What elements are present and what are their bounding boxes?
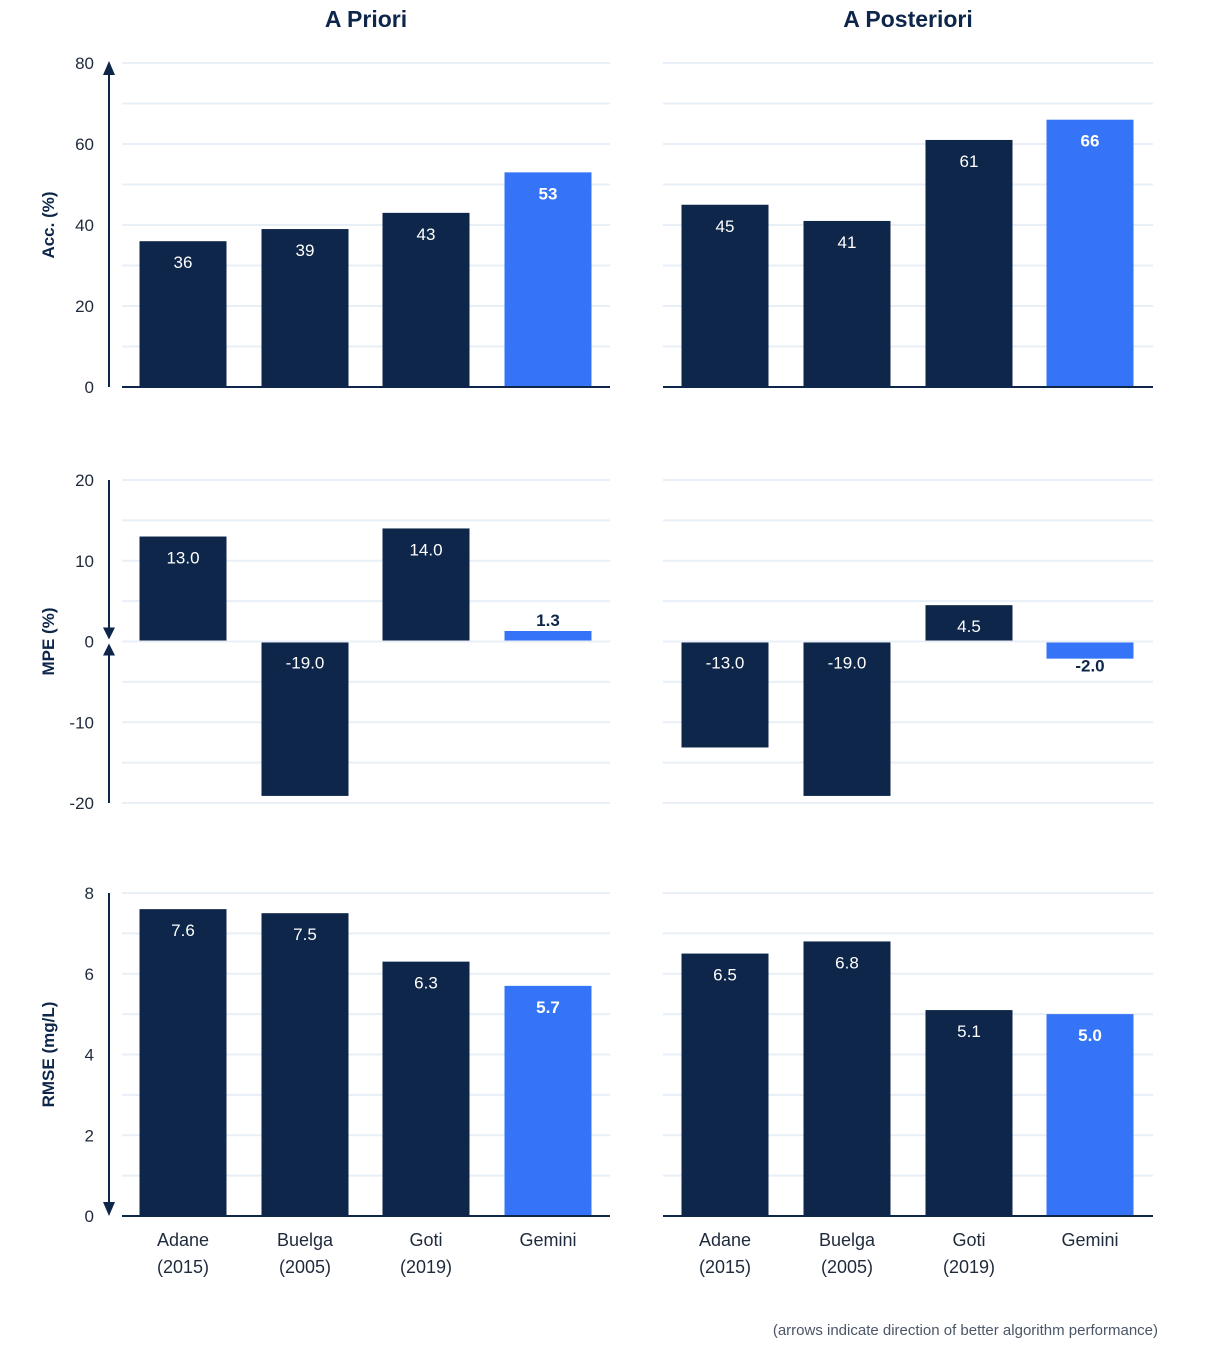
y-tick-label: 20: [75, 471, 94, 490]
bar-adane: [139, 909, 227, 1215]
data-label: 66: [1081, 132, 1100, 151]
y-tick-label: -20: [69, 794, 94, 813]
bar-goti: [382, 528, 470, 641]
y-tick-label: 2: [85, 1126, 94, 1145]
data-label: -13.0: [706, 654, 745, 673]
y-tick-label: 8: [85, 884, 94, 903]
category-label: Goti: [409, 1230, 442, 1250]
data-label: 45: [716, 217, 735, 236]
data-label: 13.0: [166, 549, 199, 568]
data-label: 53: [539, 184, 558, 203]
data-label: 41: [838, 233, 857, 252]
data-label: 6.3: [414, 974, 438, 993]
bar-goti: [382, 961, 470, 1215]
bar-buelga: [261, 642, 349, 796]
data-label: 5.1: [957, 1022, 981, 1041]
column-title-a-priori: A Priori: [325, 6, 407, 32]
bar-adane: [139, 241, 227, 386]
bar-buelga: [261, 229, 349, 386]
bar-gemini: [504, 172, 592, 386]
y-axis-label: RMSE (mg/L): [39, 1002, 58, 1108]
data-label: 1.3: [536, 611, 560, 630]
data-label: 43: [417, 225, 436, 244]
bar-gemini: [1046, 642, 1134, 659]
data-label: -19.0: [828, 654, 867, 673]
bar-goti: [925, 605, 1013, 641]
category-label: Gemini: [519, 1230, 576, 1250]
category-year: (2019): [943, 1257, 995, 1277]
category-label: Gemini: [1061, 1230, 1118, 1250]
data-label: 61: [960, 152, 979, 171]
category-year: (2019): [400, 1257, 452, 1277]
category-label: Adane: [699, 1230, 751, 1250]
category-label: Goti: [952, 1230, 985, 1250]
data-label: 7.5: [293, 925, 317, 944]
bar-adane: [139, 536, 227, 641]
bar-gemini: [504, 985, 592, 1215]
category-year: (2005): [279, 1257, 331, 1277]
y-tick-label: 0: [85, 633, 94, 652]
y-tick-label: 0: [85, 1207, 94, 1226]
data-label: -2.0: [1075, 657, 1104, 676]
y-tick-label: 6: [85, 965, 94, 984]
data-label: 6.5: [713, 966, 737, 985]
category-label: Buelga: [277, 1230, 334, 1250]
category-year: (2015): [157, 1257, 209, 1277]
bar-buelga: [803, 941, 891, 1215]
data-label: 5.7: [536, 998, 560, 1017]
arrow-up-icon: [103, 61, 115, 75]
data-label: -19.0: [286, 654, 325, 673]
category-label: Buelga: [819, 1230, 876, 1250]
footnote: (arrows indicate direction of better alg…: [773, 1322, 1158, 1339]
data-label: 36: [174, 253, 193, 272]
bar-goti: [382, 212, 470, 386]
bar-adane: [681, 953, 769, 1215]
data-label: 5.0: [1078, 1026, 1102, 1045]
y-tick-label: 40: [75, 216, 94, 235]
arrow-up-icon: [103, 643, 115, 656]
data-label: 39: [296, 241, 315, 260]
y-axis-label: Acc. (%): [39, 191, 58, 258]
y-tick-label: 10: [75, 552, 94, 571]
y-tick-label: 0: [85, 378, 94, 397]
y-axis-label: MPE (%): [39, 608, 58, 676]
bar-gemini: [504, 631, 592, 641]
bar-buelga: [803, 220, 891, 386]
bar-gemini: [1046, 119, 1134, 386]
y-tick-label: -10: [69, 713, 94, 732]
category-year: (2005): [821, 1257, 873, 1277]
data-label: 7.6: [171, 921, 195, 940]
category-label: Adane: [157, 1230, 209, 1250]
bar-adane: [681, 204, 769, 386]
y-tick-label: 60: [75, 135, 94, 154]
bar-gemini: [1046, 1014, 1134, 1215]
data-label: 4.5: [957, 617, 981, 636]
category-year: (2015): [699, 1257, 751, 1277]
bar-goti: [925, 139, 1013, 386]
bar-buelga: [803, 642, 891, 796]
column-title-a-posteriori: A Posteriori: [843, 6, 973, 32]
bar-goti: [925, 1010, 1013, 1215]
data-label: 6.8: [835, 953, 859, 972]
y-tick-label: 4: [85, 1046, 94, 1065]
bar-buelga: [261, 913, 349, 1215]
y-tick-label: 20: [75, 297, 94, 316]
data-label: 14.0: [409, 540, 442, 559]
arrow-down-icon: [103, 1202, 115, 1216]
y-tick-label: 80: [75, 54, 94, 73]
arrow-down-icon: [103, 627, 115, 640]
bar-adane: [681, 642, 769, 748]
